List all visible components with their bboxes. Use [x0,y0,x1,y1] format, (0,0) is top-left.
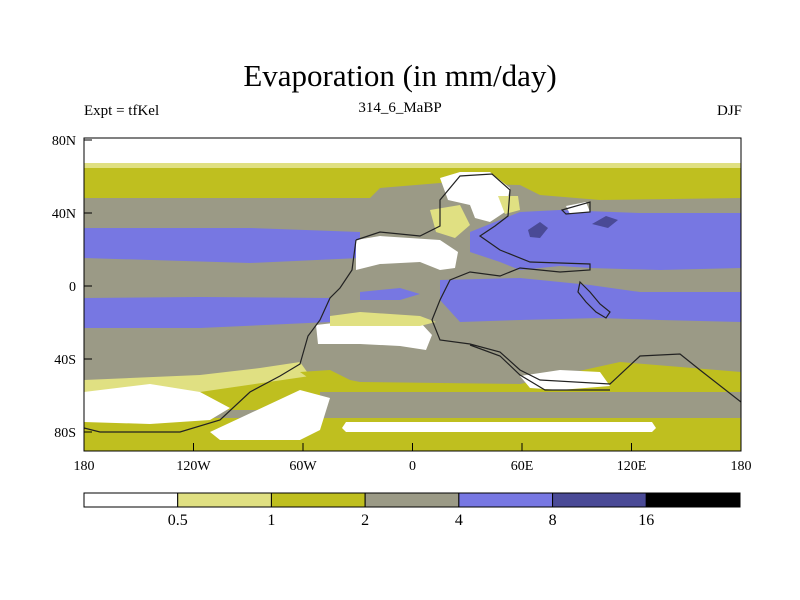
lon-label-180e: 180 [731,459,752,474]
evap-05-1-north-band [84,163,741,168]
colorbar: 0.5 1 2 4 8 16 [83,492,741,529]
colorbar-label: 16 [638,512,654,529]
land-dry-antarctica-west [84,384,230,424]
colorbar-swatch [458,492,554,508]
coastline [84,173,741,433]
coastline-north-island [560,201,591,215]
colorbar-label: 8 [549,512,557,529]
lat-axis: 80N 40N 0 40S 80S [52,134,92,441]
experiment-label: Expt = tfKel [84,103,160,119]
evap-2-4-southern-ocean [320,392,741,416]
lat-label-40s: 40S [54,353,76,368]
colorbar-swatch [645,492,741,508]
land-dry-east [520,370,610,390]
evap-1-2-north-band [84,163,741,200]
evap-4-8-tethys-band [440,278,741,322]
land-dry-gondwana [210,390,330,440]
land-moist-patch-4 [330,312,436,326]
evap-4-8-patch [360,288,420,300]
lat-label-0: 0 [69,280,76,295]
colorbar-swatch [364,492,460,508]
land-dry-south [316,320,432,350]
colorbar-label: 2 [361,512,369,529]
lon-label-60e: 60E [511,459,534,474]
evap-4-8-north-band [84,228,360,263]
evap-lt05-north [84,138,741,168]
coastline-east-peninsula [577,280,611,319]
colorbar-label: 0.5 [168,512,188,529]
lon-label-0: 0 [409,459,416,474]
map-plot-area [84,138,741,451]
lon-label-60w: 60W [289,459,317,474]
period-label: 314_6_MaBP [358,100,442,116]
map-title: Evaporation (in mm/day) [243,58,557,93]
lon-axis: 180 120W 60W 0 60E 120E 180 [74,443,752,474]
colorbar-swatch [270,492,366,508]
land-moist-patch-2 [566,202,590,214]
lat-label-40n: 40N [52,207,76,222]
land-dry-central [356,236,458,270]
sea-ice-strip [342,422,656,432]
lat-label-80s: 80S [54,426,76,441]
colorbar-swatch [83,492,179,508]
lat-label-80n: 80N [52,134,76,149]
lon-label-120e: 120E [617,459,647,474]
season-label: DJF [716,103,742,119]
evap-8-16-patch-2 [592,216,618,228]
lon-label-180w: 180 [74,459,95,474]
colorbar-label: 1 [267,512,275,529]
colorbar-swatch [177,492,272,508]
colorbar-swatch [552,492,647,508]
land-moist-patch-5 [300,370,350,386]
land-dry-north [440,172,510,222]
evap-4-8-south-band [84,297,330,328]
evap-8-16-patch [528,222,548,238]
colorbar-label: 4 [455,512,463,529]
lon-label-120w: 120W [176,459,211,474]
